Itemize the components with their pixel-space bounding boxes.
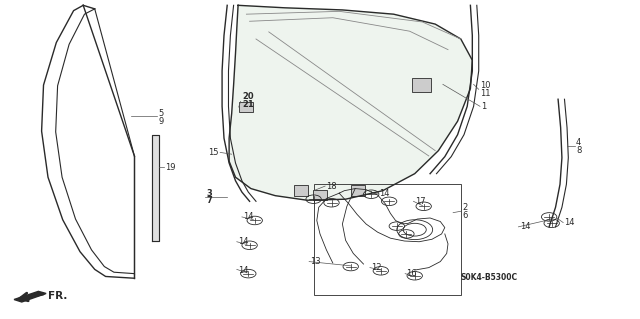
Text: 14: 14: [564, 218, 575, 227]
Text: 14: 14: [243, 212, 253, 221]
Polygon shape: [152, 135, 159, 241]
Text: 14: 14: [238, 266, 248, 275]
Bar: [313, 189, 327, 200]
Text: 16: 16: [406, 269, 417, 278]
Text: 21: 21: [242, 100, 253, 109]
Text: 4: 4: [576, 138, 581, 147]
Text: 19: 19: [165, 163, 175, 172]
Text: 11: 11: [480, 89, 490, 98]
Text: 18: 18: [326, 182, 337, 190]
Text: 20: 20: [242, 92, 253, 101]
Text: 2: 2: [462, 203, 467, 212]
Text: 15: 15: [209, 148, 219, 157]
Text: 17: 17: [415, 197, 426, 206]
Text: 10: 10: [480, 81, 490, 90]
Polygon shape: [14, 291, 46, 302]
Text: 13: 13: [310, 257, 321, 266]
Text: 14: 14: [238, 237, 248, 246]
Text: 5: 5: [159, 109, 164, 118]
Text: 12: 12: [371, 263, 381, 272]
Bar: [351, 185, 365, 196]
Text: 14: 14: [379, 189, 389, 198]
Text: 9: 9: [159, 117, 164, 126]
Polygon shape: [229, 5, 472, 200]
Text: 8: 8: [576, 146, 581, 155]
Text: 14: 14: [520, 222, 530, 231]
Text: 1: 1: [481, 102, 486, 111]
Text: S0K4-B5300C: S0K4-B5300C: [461, 273, 518, 282]
Bar: [294, 185, 308, 196]
Text: 3: 3: [206, 189, 212, 198]
Text: 6: 6: [462, 211, 467, 220]
Bar: [412, 78, 431, 92]
Bar: [239, 102, 253, 112]
Text: FR.: FR.: [48, 291, 67, 301]
Text: 7: 7: [206, 197, 212, 205]
